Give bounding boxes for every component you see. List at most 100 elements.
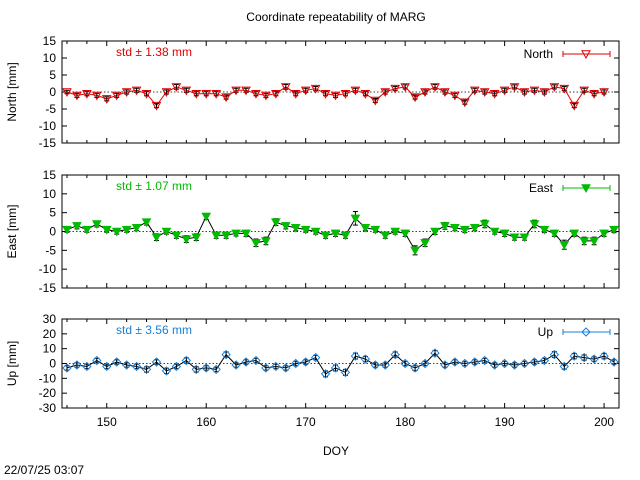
data-point: [450, 357, 460, 367]
data-point: [529, 220, 540, 229]
x-tick-label: 170: [296, 415, 316, 429]
data-point: [519, 88, 530, 98]
data-point: [499, 358, 510, 369]
data-point: [599, 88, 609, 98]
data-point: [320, 90, 331, 99]
data-point: [211, 231, 222, 241]
legend-marker: [581, 50, 591, 60]
y-tick-label: 0: [49, 357, 56, 371]
plot-frame: [61, 174, 620, 289]
data-point: [201, 90, 212, 99]
data-point: [221, 93, 231, 103]
data-point: [281, 363, 291, 373]
data-point: [121, 360, 132, 370]
data-point: [400, 358, 410, 369]
x-tick-label: 200: [594, 415, 614, 429]
data-point: [62, 225, 72, 235]
data-point: [380, 231, 391, 241]
data-point: [589, 90, 599, 99]
data-point: [430, 348, 440, 358]
data-point: [72, 91, 82, 101]
data-point: [131, 361, 142, 372]
panel-north: -15 -10 -5 0 5 10 15 std ± 1.38 mm North North [m…: [5, 34, 620, 150]
data-point: [420, 88, 430, 98]
data-point: [569, 101, 580, 111]
x-tick-label: 160: [196, 415, 216, 429]
data-point: [141, 90, 152, 99]
data-point: [201, 212, 212, 222]
data-point: [460, 358, 470, 369]
y-tick-label: -15: [39, 136, 57, 150]
data-point: [251, 90, 261, 99]
data-point: [261, 237, 271, 246]
data-point: [410, 93, 420, 103]
data-point: [380, 360, 390, 370]
data-point: [91, 91, 102, 101]
data-point: [111, 227, 122, 237]
x-tick-label: 150: [97, 415, 117, 429]
data-point: [151, 357, 162, 367]
data-point: [499, 86, 510, 96]
data-point: [211, 364, 221, 375]
data-point: [579, 86, 590, 96]
data-point: [350, 86, 361, 96]
data-point: [569, 229, 580, 239]
data-point: [211, 90, 222, 99]
data-point: [271, 361, 281, 372]
std-annotation: std ± 1.07 mm: [116, 179, 192, 193]
y-axis-label: East [mm]: [5, 204, 19, 258]
data-point: [360, 354, 371, 364]
data-point: [410, 246, 420, 256]
data-point: [251, 239, 261, 248]
data-point: [549, 229, 560, 239]
data-point: [370, 225, 381, 235]
data-point: [270, 90, 281, 99]
data-point: [330, 229, 341, 239]
data-point: [509, 360, 520, 370]
data-point: [440, 360, 450, 370]
data-point: [121, 88, 132, 98]
data-point: [310, 84, 321, 94]
data-point: [589, 354, 599, 364]
data-point: [470, 357, 480, 367]
legend-marker: [581, 184, 591, 194]
plot-frame: [61, 40, 620, 144]
data-point: [480, 355, 490, 366]
data-point: [519, 233, 530, 243]
data-point: [62, 88, 72, 98]
y-tick-label: -10: [39, 371, 57, 385]
data-point: [141, 218, 152, 228]
data-point: [340, 231, 351, 241]
data-point: [430, 83, 440, 92]
data-point: [231, 360, 241, 370]
data-point: [400, 83, 411, 92]
data-point: [360, 224, 371, 233]
std-annotation: std ± 3.56 mm: [116, 323, 192, 337]
y-tick-label: 15: [43, 34, 57, 48]
data-point: [290, 224, 301, 233]
data-point: [291, 358, 301, 369]
data-point: [82, 90, 92, 99]
data-point: [261, 363, 271, 373]
data-point: [131, 224, 142, 233]
y-tick-label: 10: [43, 342, 57, 356]
data-point: [360, 90, 371, 99]
y-tick-label: -5: [45, 102, 56, 116]
data-point: [151, 101, 162, 111]
data-point: [479, 88, 490, 98]
data-point: [300, 86, 311, 96]
data-point: [161, 366, 172, 376]
data-point: [519, 358, 530, 369]
data-point: [320, 231, 331, 241]
data-point: [191, 364, 201, 375]
data-point: [141, 364, 152, 375]
data-point: [420, 358, 430, 369]
data-point: [440, 88, 450, 98]
data-point: [221, 349, 231, 360]
data-point: [380, 88, 391, 98]
data-point: [161, 227, 172, 237]
data-point: [579, 237, 590, 246]
data-point: [270, 218, 281, 228]
